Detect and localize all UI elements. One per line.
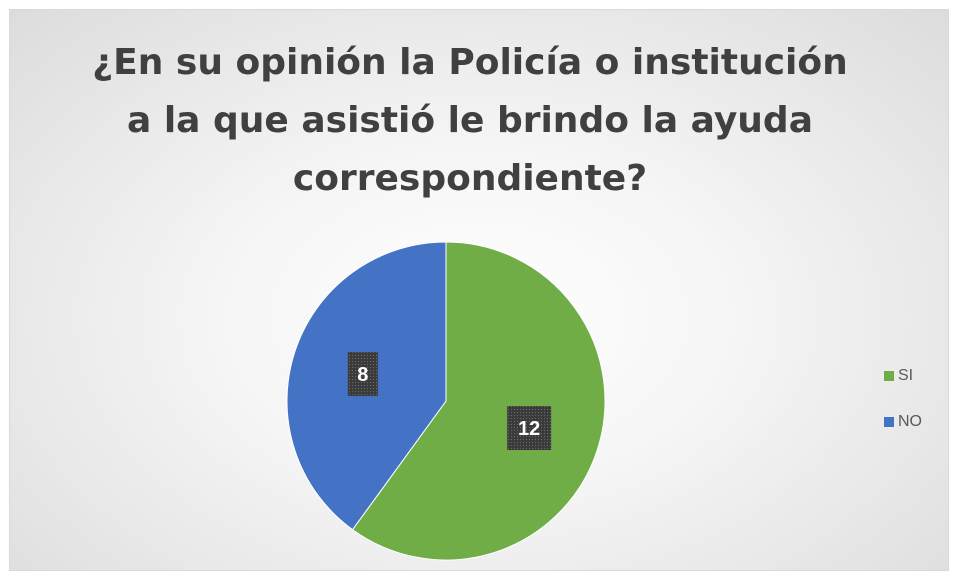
legend-swatch-si xyxy=(884,371,894,381)
data-label-box-no xyxy=(347,351,378,396)
pie-slice-si xyxy=(351,241,606,561)
data-label-text-no: 8 xyxy=(357,364,368,386)
legend-label-no: NO xyxy=(898,413,922,430)
data-label-text-si: 12 xyxy=(518,418,540,440)
chart-title: ¿En su opinión la Policía o institución … xyxy=(92,42,848,199)
data-label-si: 12 xyxy=(507,406,552,451)
data-label-box-si xyxy=(507,406,552,451)
legend-label-si: SI xyxy=(898,367,914,384)
legend: SI NO xyxy=(884,364,956,456)
legend-swatch-no xyxy=(884,417,894,427)
legend-item-si: SI xyxy=(884,364,956,388)
data-label-no: 8 xyxy=(347,351,378,396)
legend-item-no: NO xyxy=(884,410,956,434)
